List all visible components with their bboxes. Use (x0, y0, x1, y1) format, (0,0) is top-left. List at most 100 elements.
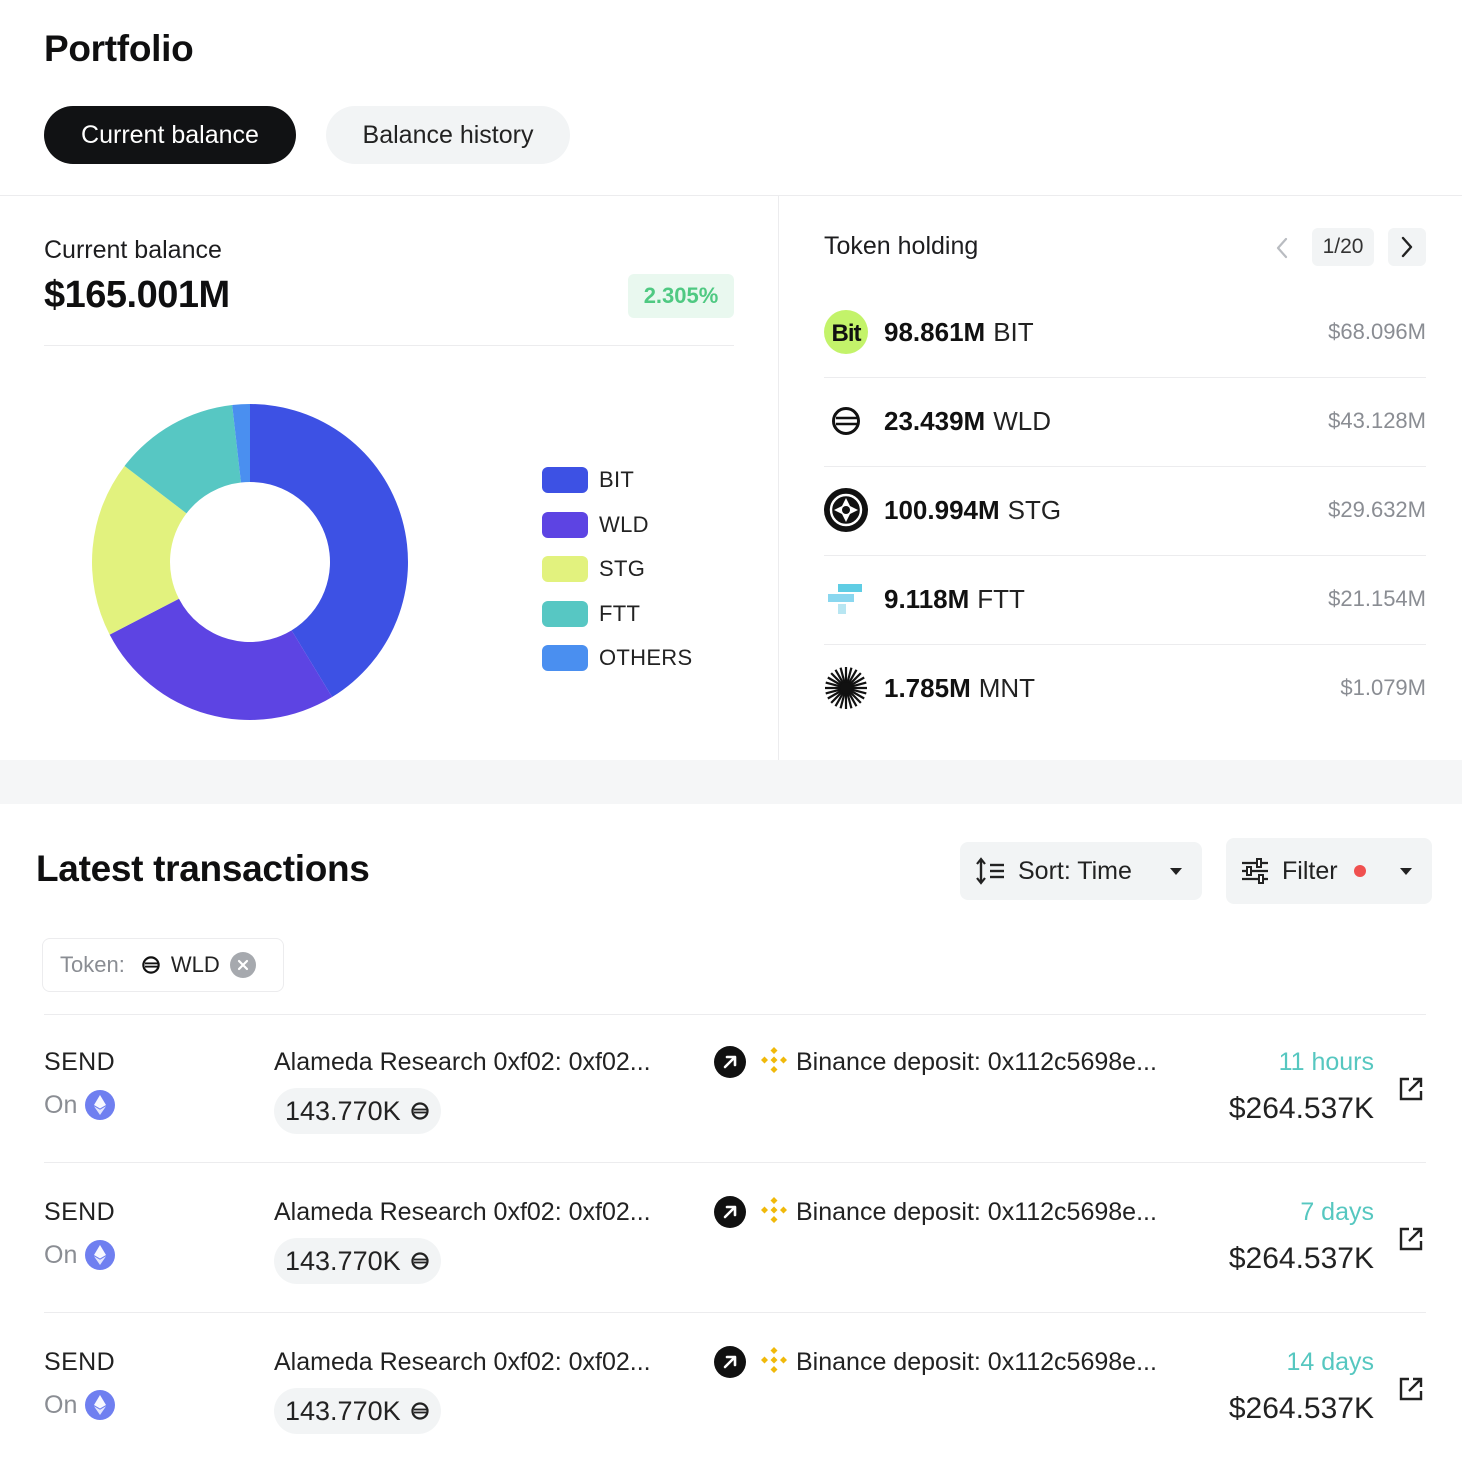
token-row-ftt[interactable]: 9.118M FTT $21.154M (824, 555, 1426, 643)
token-usd-value: $1.079M (1340, 675, 1426, 700)
transaction-amount: 143.770K (274, 1238, 441, 1284)
legend-label: FTT (599, 600, 641, 626)
donut-slice-ftt (124, 405, 241, 514)
remove-filter-button[interactable] (229, 952, 256, 978)
donut-slice-bit (250, 404, 408, 697)
balance-change-badge: 2.305% (628, 274, 734, 318)
token-amount: 9.118M (884, 583, 970, 614)
transaction-row: SEND On Alameda Research 0xf02: 0xf02...… (44, 1164, 1426, 1312)
legend-item: BIT (542, 458, 692, 503)
worldcoin-icon (410, 1102, 429, 1120)
legend-item: OTHERS (542, 636, 692, 681)
worldcoin-icon (824, 399, 868, 443)
bit-icon: Bit (824, 310, 868, 354)
token-symbol: WLD (993, 405, 1051, 436)
ethereum-icon (85, 1240, 116, 1270)
external-link-icon[interactable] (1396, 1374, 1426, 1404)
external-link-icon[interactable] (1396, 1224, 1426, 1254)
token-usd-value: $68.096M (1328, 319, 1426, 344)
legend-swatch (542, 467, 588, 494)
transaction-chain: On (44, 1240, 116, 1270)
chevron-right-icon (1401, 236, 1413, 258)
transaction-chain: On (44, 1390, 116, 1420)
binance-icon (761, 1347, 787, 1373)
filter-dropdown[interactable]: Filter (1226, 838, 1432, 904)
divider (824, 466, 1426, 467)
divider (824, 555, 1426, 556)
filter-sliders-icon (1242, 858, 1268, 884)
to-address[interactable]: Binance deposit: 0x112c5698e... (796, 1198, 1157, 1226)
binance-icon (761, 1047, 787, 1073)
token-usd-value: $21.154M (1328, 586, 1426, 611)
transaction-type: SEND (44, 1048, 116, 1076)
divider (0, 195, 1462, 196)
legend-item: WLD (542, 503, 692, 548)
donut-slice-stg (92, 465, 187, 635)
token-symbol: BIT (993, 316, 1034, 347)
tab-balance-history[interactable]: Balance history (326, 106, 570, 164)
transaction-usd-value: $264.537K (1228, 1392, 1374, 1425)
next-page-button[interactable] (1388, 228, 1426, 266)
chain-label: On (44, 1240, 78, 1269)
token-row-wld[interactable]: 23.439M WLD $43.128M (824, 377, 1426, 465)
legend-swatch (542, 511, 588, 538)
token-filter-chip: Token: WLD (42, 938, 284, 992)
filter-label: Filter (1282, 856, 1338, 885)
token-usd-value: $29.632M (1328, 497, 1426, 522)
legend-label: OTHERS (599, 645, 693, 671)
transaction-usd-value: $264.537K (1228, 1242, 1374, 1275)
donut-slice-wld (109, 598, 333, 720)
token-row-stg[interactable]: 100.994M STG $29.632M (824, 466, 1426, 554)
token-symbol: MNT (978, 672, 1036, 703)
ftx-icon (824, 577, 868, 621)
transaction-time: 14 days (1286, 1348, 1374, 1376)
transaction-time: 11 hours (1278, 1048, 1374, 1076)
latest-transactions-title: Latest transactions (36, 848, 370, 889)
amount-value: 143.770K (285, 1095, 401, 1126)
from-address[interactable]: Alameda Research 0xf02: 0xf02... (274, 1348, 651, 1376)
mantle-icon (824, 666, 868, 710)
transaction-row: SEND On Alameda Research 0xf02: 0xf02...… (44, 1314, 1426, 1462)
amount-value: 143.770K (285, 1245, 401, 1276)
to-address[interactable]: Binance deposit: 0x112c5698e... (796, 1348, 1157, 1376)
section-separator (0, 760, 1462, 804)
legend-swatch (542, 645, 588, 672)
token-holding-title: Token holding (824, 232, 979, 260)
donut-slice-others (232, 404, 250, 483)
transaction-amount: 143.770K (274, 1088, 441, 1134)
sort-label: Sort: Time (1018, 856, 1132, 885)
token-symbol: STG (1007, 494, 1062, 525)
amount-value: 143.770K (285, 1395, 401, 1426)
legend-label: WLD (599, 511, 649, 537)
arrow-up-right-icon (714, 1046, 746, 1078)
current-balance-label: Current balance (44, 236, 222, 264)
transaction-usd-value: $264.537K (1228, 1092, 1374, 1125)
chain-label: On (44, 1390, 78, 1419)
divider (778, 196, 779, 760)
to-address[interactable]: Binance deposit: 0x112c5698e... (796, 1048, 1157, 1076)
ethereum-icon (85, 1390, 116, 1420)
arrow-up-right-icon (714, 1196, 746, 1228)
active-filter-dot (1353, 865, 1366, 877)
from-address[interactable]: Alameda Research 0xf02: 0xf02... (274, 1048, 651, 1076)
allocation-donut-chart (92, 404, 408, 720)
svg-text:Bit: Bit (832, 320, 862, 347)
previous-page-button[interactable] (1264, 230, 1300, 266)
transaction-chain: On (44, 1090, 116, 1120)
token-row-bit[interactable]: Bit 98.861M BIT $68.096M (824, 288, 1426, 376)
from-address[interactable]: Alameda Research 0xf02: 0xf02... (274, 1198, 651, 1226)
sort-dropdown[interactable]: Sort: Time (960, 842, 1202, 900)
legend-label: STG (599, 556, 646, 582)
ethereum-icon (85, 1090, 116, 1120)
external-link-icon[interactable] (1396, 1074, 1426, 1104)
transaction-amount: 143.770K (274, 1388, 441, 1434)
legend-swatch (542, 600, 588, 627)
divider (44, 1162, 1426, 1163)
transaction-row: SEND On Alameda Research 0xf02: 0xf02...… (44, 1014, 1426, 1162)
current-balance-value: $165.001M (44, 274, 230, 316)
tab-current-balance[interactable]: Current balance (44, 106, 296, 164)
token-symbol: FTT (977, 583, 1025, 614)
sort-icon (976, 857, 1004, 885)
token-row-mnt[interactable]: 1.785M MNT $1.079M (824, 644, 1426, 732)
token-amount: 100.994M (884, 494, 1000, 525)
